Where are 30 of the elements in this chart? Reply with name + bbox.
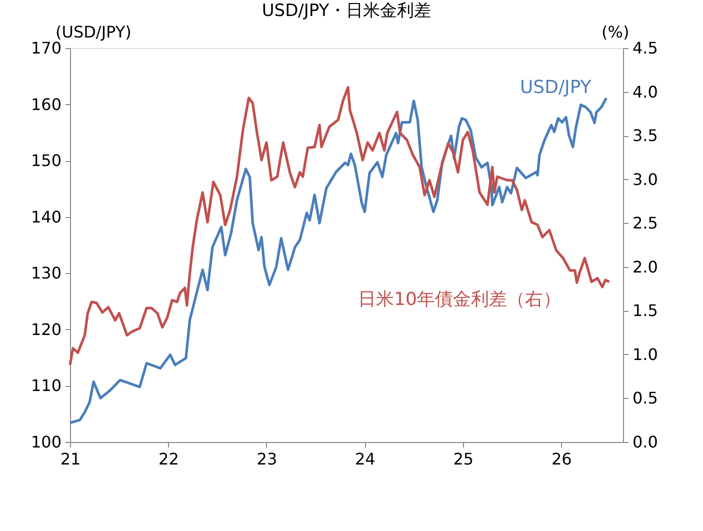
y-tick-label: 130 xyxy=(30,264,62,283)
series-label: 日米10年債金利差（右） xyxy=(358,289,561,310)
y2-tick-label: 2.0 xyxy=(632,257,658,276)
line-series xyxy=(68,96,608,424)
x-tick-label: 26 xyxy=(551,450,572,468)
y2-tick-label: 3.5 xyxy=(632,126,658,146)
chart-title: USD/JPY・日米金利差 xyxy=(262,1,432,21)
y-tick-label: 100 xyxy=(30,432,62,452)
y2-tick-label: 1.5 xyxy=(632,301,658,320)
y2-tick-label: 0.5 xyxy=(632,388,658,408)
y2-axis-title: (%) xyxy=(602,22,630,42)
y2-tick-label: 4.5 xyxy=(632,38,658,58)
y2-tick-label: 3.0 xyxy=(632,170,658,189)
x-tick-label: 25 xyxy=(453,450,474,468)
y-tick-label: 110 xyxy=(30,376,62,396)
y2-tick-label: 0.0 xyxy=(632,432,658,452)
y2-tick-label: 2.5 xyxy=(632,214,658,233)
x-tick-label: 21 xyxy=(60,450,81,468)
y2-tick-label: 1.0 xyxy=(632,344,658,364)
y-axis-title: (USD/JPY) xyxy=(56,22,132,42)
y2-tick-label: 4.0 xyxy=(632,82,658,102)
y-tick-label: 170 xyxy=(30,38,62,58)
y-tick-label: 150 xyxy=(30,151,62,170)
x-tick-label: 24 xyxy=(354,450,376,468)
series-label: USD/JPY xyxy=(520,77,592,98)
y-tick-label: 160 xyxy=(30,94,62,114)
x-tick-label: 23 xyxy=(256,450,278,468)
y-tick-label: 120 xyxy=(30,320,62,339)
x-tick-label: 22 xyxy=(158,450,179,468)
y-tick-label: 140 xyxy=(30,207,62,226)
